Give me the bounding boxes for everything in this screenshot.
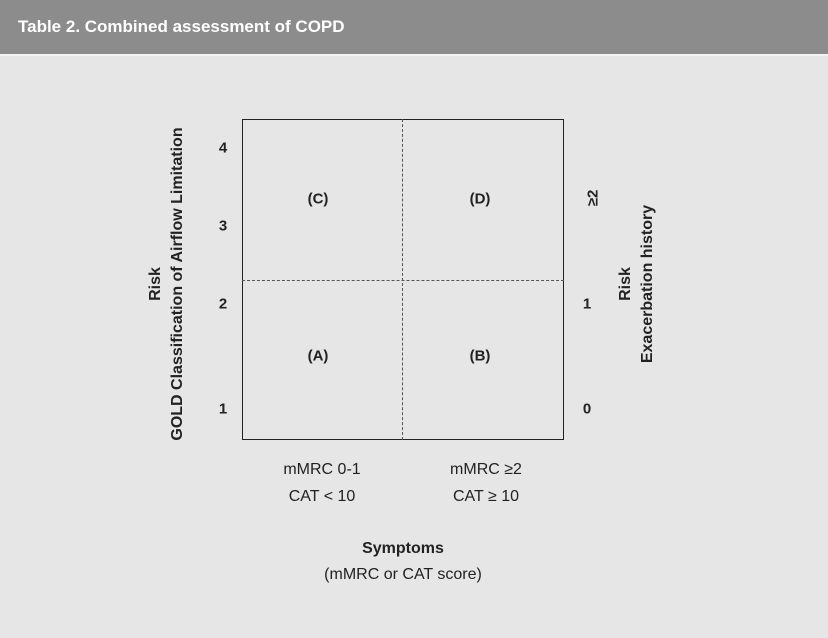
right-tick-ge2: ≥2 <box>584 189 602 207</box>
right-axis-label: Risk Exacerbation history <box>615 205 659 363</box>
table-title: Table 2. Combined assessment of COPD <box>18 17 345 36</box>
right-tick-1: 1 <box>582 295 592 313</box>
left-axis-line1: Risk <box>147 267 164 301</box>
x-label-low-mmrc: mMRC 0-1 <box>283 461 361 478</box>
quadrant-b-label: (B) <box>469 347 491 365</box>
quadrant-a-label: (A) <box>307 347 329 365</box>
symptoms-subtitle: (mMRC or CAT score) <box>324 566 482 583</box>
quadrant-d-label: (D) <box>469 190 491 208</box>
symptoms-title: Symptoms <box>362 540 444 557</box>
x-label-low-cat: CAT < 10 <box>288 488 356 505</box>
right-tick-0: 0 <box>582 400 592 418</box>
assessment-grid <box>242 119 564 440</box>
horizontal-divider <box>242 280 564 281</box>
header-bar: Table 2. Combined assessment of COPD <box>0 0 828 56</box>
left-axis-label: Risk GOLD Classification of Airflow Limi… <box>145 127 189 440</box>
left-tick-3: 3 <box>218 217 228 235</box>
x-label-low: mMRC 0-1 CAT < 10 <box>283 456 360 510</box>
left-tick-4: 4 <box>218 139 228 157</box>
x-label-high-cat: CAT ≥ 10 <box>452 488 519 505</box>
left-tick-2: 2 <box>218 295 228 313</box>
right-axis-line2: Exacerbation history <box>639 204 656 364</box>
x-label-high: mMRC ≥2 CAT ≥ 10 <box>450 456 522 510</box>
left-tick-1: 1 <box>218 400 228 418</box>
vertical-divider <box>402 119 403 440</box>
right-axis-line1: Risk <box>617 267 634 301</box>
left-axis-line2: GOLD Classification of Airflow Limitatio… <box>169 127 186 441</box>
x-label-high-mmrc: mMRC ≥2 <box>450 461 522 478</box>
quadrant-c-label: (C) <box>307 190 329 208</box>
